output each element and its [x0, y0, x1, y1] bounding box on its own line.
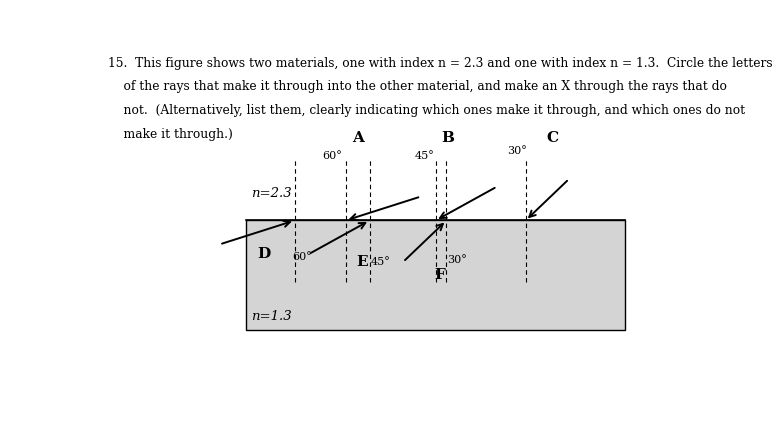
Text: 60°: 60°: [323, 151, 342, 161]
Text: 30°: 30°: [507, 146, 526, 156]
Text: not.  (Alternatively, list them, clearly indicating which ones make it through, : not. (Alternatively, list them, clearly …: [108, 104, 745, 117]
Bar: [245, 221, 625, 330]
Text: make it through.): make it through.): [108, 128, 232, 141]
Text: C: C: [546, 131, 559, 144]
Text: 60°: 60°: [292, 252, 312, 262]
Text: D: D: [257, 246, 270, 261]
Text: of the rays that make it through into the other material, and make an X through : of the rays that make it through into th…: [108, 80, 727, 93]
Text: n=2.3: n=2.3: [252, 187, 292, 200]
Text: 15.  This figure shows two materials, one with index n = 2.3 and one with index : 15. This figure shows two materials, one…: [108, 57, 772, 70]
Text: n=1.3: n=1.3: [252, 310, 292, 323]
Text: E: E: [356, 255, 368, 269]
Text: 45°: 45°: [371, 257, 390, 267]
Text: F: F: [434, 268, 445, 282]
Text: 30°: 30°: [447, 255, 467, 265]
Text: B: B: [441, 131, 454, 144]
Text: A: A: [351, 131, 364, 144]
Text: 45°: 45°: [415, 151, 435, 161]
